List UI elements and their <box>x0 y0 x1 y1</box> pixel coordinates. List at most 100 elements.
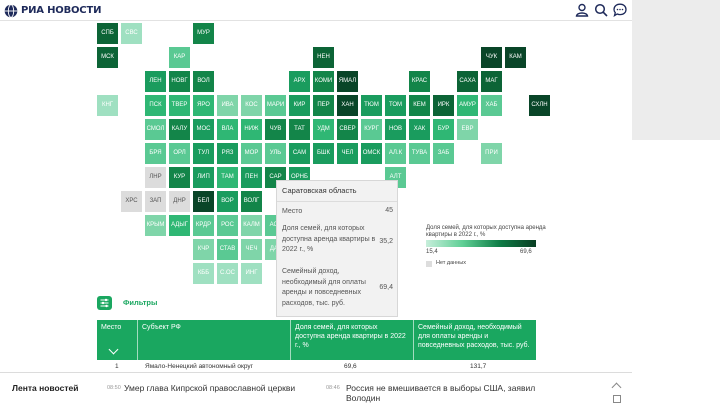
region-tile[interactable]: БШК <box>313 143 334 164</box>
news-feed-title[interactable]: Лента новостей <box>12 383 79 393</box>
region-tile[interactable]: МОР <box>241 143 262 164</box>
region-tile[interactable]: САМ <box>289 143 310 164</box>
region-tile[interactable]: МАГ <box>481 71 502 92</box>
column-header-place[interactable]: Место <box>97 320 137 360</box>
region-tile[interactable]: НОВ <box>385 119 406 140</box>
region-tile[interactable]: СВС <box>121 23 142 44</box>
filters-button[interactable] <box>97 296 112 310</box>
region-tile[interactable]: ТУВА <box>409 143 430 164</box>
region-tile[interactable]: МУР <box>193 23 214 44</box>
region-tile[interactable]: СТАВ <box>217 239 238 260</box>
region-tile[interactable]: ВЛА <box>217 119 238 140</box>
region-tile[interactable]: ВОР <box>217 191 238 212</box>
region-tile[interactable]: ХАН <box>337 95 358 116</box>
region-tile[interactable]: ИРК <box>433 95 454 116</box>
region-tile[interactable]: КЕМ <box>409 95 430 116</box>
region-tile[interactable]: ХРС <box>121 191 142 212</box>
region-tile[interactable]: ТЮМ <box>361 95 382 116</box>
region-tile[interactable]: ЯРО <box>193 95 214 116</box>
region-tile[interactable]: ЕВР <box>457 119 478 140</box>
region-tile[interactable]: СМОЛ <box>145 119 166 140</box>
filters-label[interactable]: Фильтры <box>123 298 158 307</box>
region-tile[interactable]: СХЛН <box>529 95 550 116</box>
column-header-income[interactable]: Семейный доход, необходимый для оплаты а… <box>413 320 536 360</box>
news-item-link[interactable]: Умер глава Кипрской православной церкви <box>124 383 296 393</box>
region-tile[interactable]: ДНР <box>169 191 190 212</box>
region-tile[interactable]: САХА <box>457 71 478 92</box>
region-tile[interactable]: ЛНР <box>145 167 166 188</box>
region-tile[interactable]: КОС <box>241 95 262 116</box>
region-tile[interactable]: КУРГ <box>361 119 382 140</box>
news-item-link[interactable]: Россия не вмешивается в выборы США, заяв… <box>346 383 536 403</box>
region-tile[interactable]: БРЯ <box>145 143 166 164</box>
chat-icon[interactable] <box>613 3 627 17</box>
region-tile[interactable]: АЛ.К <box>385 143 406 164</box>
region-tile[interactable]: АРХ <box>289 71 310 92</box>
region-tile[interactable]: БЕЛ <box>193 191 214 212</box>
region-tile[interactable]: ИНГ <box>241 263 262 284</box>
region-tile[interactable]: ЗАБ <box>433 143 454 164</box>
region-tile[interactable]: НЕН <box>313 47 334 68</box>
region-tile[interactable]: УЛЬ <box>265 143 286 164</box>
table-row[interactable]: 1 Ямало-Ненецкий автономный округ 69,6 1… <box>97 362 536 372</box>
region-tile[interactable]: КАМ <box>505 47 526 68</box>
region-tile[interactable]: МОС <box>193 119 214 140</box>
region-tile[interactable]: БУР <box>433 119 454 140</box>
region-tile[interactable]: ЯМАЛ <box>337 71 358 92</box>
region-tile[interactable]: АМУР <box>457 95 478 116</box>
region-tile[interactable]: КРЫМ <box>145 215 166 236</box>
region-tile[interactable]: СВЕР <box>337 119 358 140</box>
region-tile[interactable]: КИР <box>289 95 310 116</box>
region-tile[interactable]: НИЖ <box>241 119 262 140</box>
region-tile[interactable]: КЧР <box>193 239 214 260</box>
region-tile[interactable]: МАРИ <box>265 95 286 116</box>
region-tile[interactable]: ХАК <box>409 119 430 140</box>
region-tile[interactable]: ТАМ <box>217 167 238 188</box>
region-tile[interactable]: ХАБ <box>481 95 502 116</box>
region-tile[interactable]: КНГ <box>97 95 118 116</box>
region-tile[interactable]: ВОЛГ <box>241 191 262 212</box>
region-tile[interactable]: ЧЕЧ <box>241 239 262 260</box>
region-tile[interactable]: ВОЛ <box>193 71 214 92</box>
region-tile[interactable]: КОМИ <box>313 71 334 92</box>
ria-logo[interactable]: РИА НОВОСТИ <box>4 3 101 18</box>
region-tile[interactable]: ЧУВ <box>265 119 286 140</box>
region-tile[interactable]: С.ОС <box>217 263 238 284</box>
region-tile[interactable]: ИВА <box>217 95 238 116</box>
search-icon[interactable] <box>594 3 608 17</box>
region-tile[interactable]: МСК <box>97 47 118 68</box>
region-tile[interactable]: КАЛУ <box>169 119 190 140</box>
region-tile[interactable]: СПБ <box>97 23 118 44</box>
region-tile[interactable]: АДЫГ <box>169 215 190 236</box>
region-tile[interactable]: ТАТ <box>289 119 310 140</box>
region-tile[interactable]: ПРИ <box>481 143 502 164</box>
region-tile[interactable]: ТОМ <box>385 95 406 116</box>
region-tile[interactable]: ПСК <box>145 95 166 116</box>
region-tile[interactable]: ОМСК <box>361 143 382 164</box>
region-tile[interactable]: КББ <box>193 263 214 284</box>
region-tile[interactable]: ОРЛ <box>169 143 190 164</box>
region-tile[interactable]: ЧУК <box>481 47 502 68</box>
region-tile[interactable]: НОВГ <box>169 71 190 92</box>
column-header-share[interactable]: Доля семей, для которых доступна аренда … <box>290 320 413 360</box>
region-tile[interactable]: КРАС <box>409 71 430 92</box>
column-header-region[interactable]: Субъект РФ <box>137 320 290 360</box>
region-tile[interactable]: КАЛМ <box>241 215 262 236</box>
region-tile[interactable]: КРДР <box>193 215 214 236</box>
user-icon[interactable] <box>575 3 589 17</box>
region-tile[interactable]: ПЕН <box>241 167 262 188</box>
close-box-icon[interactable] <box>613 395 621 403</box>
region-tile[interactable]: КАР <box>169 47 190 68</box>
region-tile[interactable]: ТУЛ <box>193 143 214 164</box>
region-tile[interactable]: ТВЕР <box>169 95 190 116</box>
region-tile[interactable]: ПЕР <box>313 95 334 116</box>
region-tile[interactable]: ЛИП <box>193 167 214 188</box>
sort-chevron-icon[interactable] <box>108 344 119 355</box>
region-tile[interactable]: РОС <box>217 215 238 236</box>
region-tile[interactable]: ЧЕЛ <box>337 143 358 164</box>
region-tile[interactable]: РЯЗ <box>217 143 238 164</box>
region-tile[interactable]: КУР <box>169 167 190 188</box>
region-tile[interactable]: ЛЕН <box>145 71 166 92</box>
region-tile[interactable]: ЗАП <box>145 191 166 212</box>
region-tile[interactable]: УДМ <box>313 119 334 140</box>
